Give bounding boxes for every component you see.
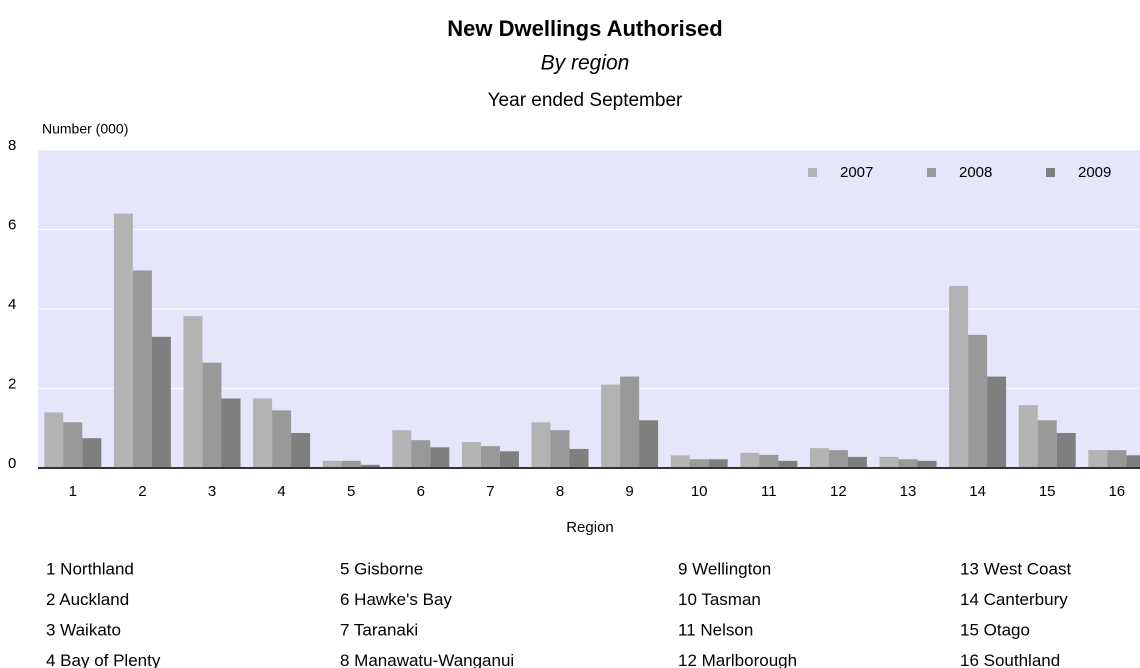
x-tick-label: 4 — [277, 483, 285, 500]
bar — [879, 456, 899, 468]
bar — [322, 460, 342, 468]
y-tick-label: 0 — [8, 455, 16, 472]
y-axis-label: Number (000) — [42, 121, 128, 137]
bar — [430, 447, 450, 468]
legend-label: 2009 — [1078, 164, 1111, 181]
bar — [480, 446, 500, 468]
bar — [917, 460, 937, 468]
bar — [968, 334, 988, 468]
bar — [392, 430, 412, 468]
bar — [898, 459, 918, 468]
bar — [639, 420, 659, 468]
region-key: 12 Marlborough — [678, 651, 797, 668]
region-key: 7 Taranaki — [340, 620, 418, 639]
bar — [828, 450, 848, 468]
x-tick-label: 11 — [761, 483, 777, 500]
region-key: 14 Canterbury — [960, 590, 1068, 609]
region-key: 4 Bay of Plenty — [46, 651, 161, 668]
x-tick-label: 5 — [347, 483, 355, 500]
region-key: 6 Hawke's Bay — [340, 590, 452, 609]
region-key: 11 Nelson — [678, 620, 753, 639]
bar — [151, 336, 171, 468]
region-key: 1 Northland — [46, 559, 134, 578]
bar — [253, 398, 273, 468]
bar — [601, 384, 621, 468]
x-tick-label: 15 — [1039, 483, 1056, 500]
region-key: 15 Otago — [960, 620, 1030, 639]
bar — [550, 430, 570, 468]
region-key: 3 Waikato — [46, 620, 121, 639]
bar — [778, 460, 798, 468]
bar — [569, 448, 589, 468]
region-key: 5 Gisborne — [340, 559, 423, 578]
region-key: 16 Southland — [960, 651, 1060, 668]
bar — [44, 412, 64, 468]
bar — [1126, 455, 1140, 468]
x-tick-label: 10 — [691, 483, 708, 500]
region-key: 10 Tasman — [678, 590, 761, 609]
bar — [1037, 420, 1057, 468]
bar — [202, 362, 222, 468]
region-key: 8 Manawatu-Wanganui — [340, 651, 514, 668]
x-tick-label: 7 — [486, 483, 494, 500]
legend-swatch — [927, 168, 936, 177]
bar — [360, 464, 380, 468]
bar — [689, 459, 709, 468]
bar — [499, 451, 519, 468]
x-tick-label: 6 — [417, 483, 425, 500]
legend-swatch — [808, 168, 817, 177]
chart-subtitle: Year ended September — [488, 90, 683, 111]
bar — [708, 459, 728, 468]
region-key: 13 West Coast — [960, 559, 1071, 578]
y-tick-label: 6 — [8, 216, 16, 233]
bar — [63, 422, 83, 468]
bar — [620, 376, 640, 468]
x-tick-label: 12 — [830, 483, 847, 500]
y-tick-label: 4 — [8, 296, 16, 313]
chart-subtitle: By region — [541, 52, 630, 75]
bar — [1088, 450, 1108, 468]
bar — [1056, 433, 1076, 468]
x-tick-label: 8 — [556, 483, 564, 500]
bar — [341, 460, 361, 468]
bar — [987, 376, 1007, 468]
x-tick-label: 3 — [208, 483, 216, 500]
bar — [183, 316, 203, 468]
legend-swatch — [1046, 168, 1055, 177]
bar — [272, 410, 292, 468]
bar — [1107, 450, 1127, 468]
x-tick-label: 14 — [969, 483, 986, 500]
bar — [461, 442, 481, 468]
bar — [221, 398, 241, 468]
x-tick-label: 16 — [1108, 483, 1125, 500]
region-key: 2 Auckland — [46, 590, 129, 609]
region-key: 9 Wellington — [678, 559, 771, 578]
x-tick-label: 13 — [900, 483, 917, 500]
bar — [531, 422, 551, 468]
x-axis-label: Region — [566, 519, 614, 536]
bar — [949, 285, 969, 468]
bar — [809, 448, 829, 468]
bar — [411, 440, 431, 468]
bar — [847, 456, 867, 468]
x-tick-label: 1 — [69, 483, 77, 500]
bar — [740, 452, 760, 468]
bar — [82, 438, 102, 468]
bar — [113, 213, 133, 468]
bar — [291, 433, 311, 468]
y-tick-label: 2 — [8, 375, 16, 392]
y-tick-label: 8 — [8, 137, 16, 154]
x-tick-label: 9 — [625, 483, 633, 500]
bar — [759, 454, 779, 468]
bar — [132, 270, 152, 468]
chart-title: New Dwellings Authorised — [447, 16, 722, 41]
legend-label: 2007 — [840, 164, 873, 181]
bar — [1018, 405, 1038, 468]
legend-label: 2008 — [959, 164, 992, 181]
x-tick-label: 2 — [138, 483, 146, 500]
bar — [670, 455, 690, 468]
